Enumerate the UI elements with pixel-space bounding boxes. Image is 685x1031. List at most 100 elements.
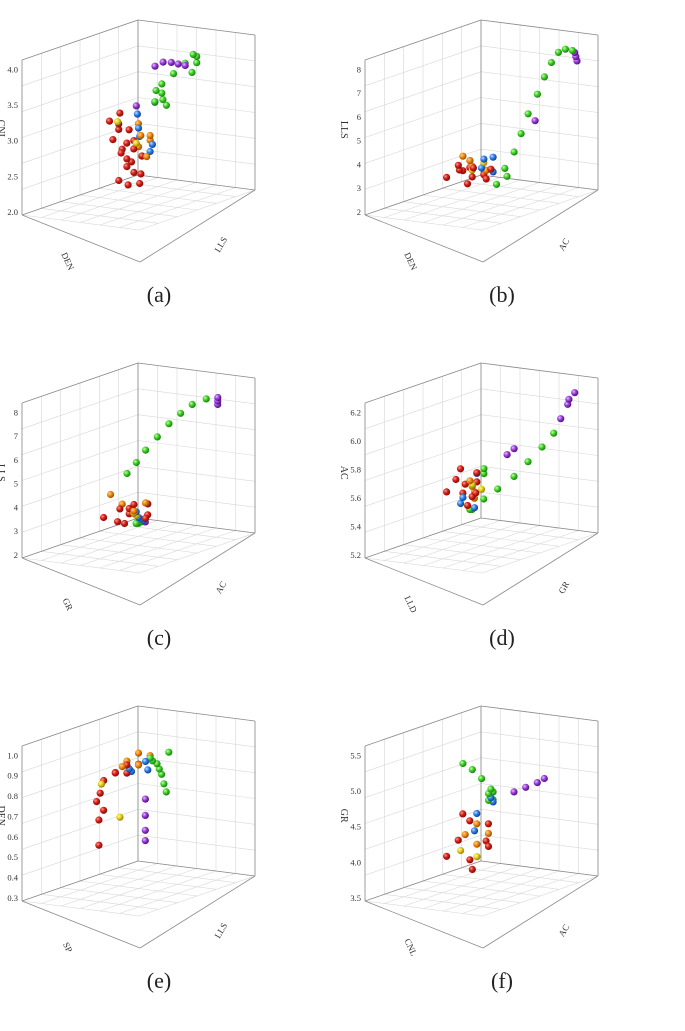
data-point xyxy=(123,139,131,147)
data-point xyxy=(533,90,541,98)
grid-f xyxy=(364,705,599,917)
data-point xyxy=(167,58,175,66)
data-point xyxy=(468,173,476,181)
z-tick-label: 5.5 xyxy=(350,750,361,760)
z-tick-label: 7 xyxy=(357,88,361,98)
panel-b: 2 3 4 5 6 7 8 LLS DEN AC (b) xyxy=(338,19,599,307)
data-point xyxy=(105,117,114,125)
z-tick-label: 0.6 xyxy=(7,832,18,842)
points-a xyxy=(105,50,201,189)
panel-caption: (f) xyxy=(491,968,513,993)
data-point xyxy=(130,507,138,515)
data-point xyxy=(454,836,462,844)
data-point xyxy=(466,157,474,165)
data-point xyxy=(134,124,143,132)
z-tick-label: 0.8 xyxy=(7,791,18,801)
data-point xyxy=(466,477,474,485)
data-point xyxy=(482,837,490,845)
data-point xyxy=(123,469,131,478)
z-tick-label: 5.8 xyxy=(350,464,361,474)
data-point xyxy=(159,58,167,66)
data-point xyxy=(151,62,159,70)
data-point xyxy=(124,181,132,189)
points-e xyxy=(93,748,173,849)
data-point xyxy=(482,175,490,183)
data-point xyxy=(137,131,145,140)
z-tick-label: 4 xyxy=(14,502,19,512)
data-point xyxy=(123,155,131,163)
data-point xyxy=(524,110,532,118)
panel-caption: (d) xyxy=(489,625,515,650)
data-point xyxy=(114,518,122,526)
y-axis-label: LLS xyxy=(213,235,230,254)
data-point xyxy=(118,763,126,771)
data-point xyxy=(151,98,159,106)
data-point xyxy=(136,179,144,188)
data-point xyxy=(95,816,103,824)
x-axis-label: CNL xyxy=(402,937,419,958)
data-point xyxy=(554,48,562,56)
y-axis-label: LLS xyxy=(213,921,230,940)
axes-frame-f xyxy=(364,705,599,949)
data-point xyxy=(550,429,558,437)
data-point xyxy=(454,161,462,169)
data-point xyxy=(484,829,492,837)
panel-f: 3.5 4.0 4.5 5.0 5.5 GR CNL AC (f) xyxy=(338,705,599,993)
data-point xyxy=(503,172,511,180)
data-point xyxy=(457,846,465,855)
data-point xyxy=(132,458,140,467)
data-point xyxy=(123,163,131,171)
data-point xyxy=(457,499,465,508)
data-point xyxy=(463,180,472,188)
data-point xyxy=(459,810,467,818)
z-tick-label: 4.0 xyxy=(350,857,361,867)
data-point xyxy=(95,841,103,849)
data-point xyxy=(461,831,469,839)
z-tick-label: 8 xyxy=(357,64,361,74)
data-point xyxy=(473,809,481,818)
data-point xyxy=(141,499,150,507)
data-point xyxy=(141,514,150,522)
data-point xyxy=(459,152,467,160)
z-axis-label: CNL xyxy=(0,120,6,140)
data-point xyxy=(468,766,476,774)
data-point xyxy=(174,60,182,68)
axes-frame-e xyxy=(21,705,256,949)
data-point xyxy=(141,811,149,819)
data-point xyxy=(133,110,141,118)
data-point xyxy=(130,500,138,509)
data-point xyxy=(165,420,173,428)
data-point xyxy=(484,820,492,828)
z-tick-label: 5.2 xyxy=(350,550,361,560)
data-point xyxy=(188,400,196,408)
data-point xyxy=(459,493,467,502)
data-point xyxy=(510,788,518,796)
grid-c xyxy=(21,362,256,574)
z-tick-label: 5.0 xyxy=(350,786,361,796)
data-point xyxy=(501,164,509,172)
data-point xyxy=(159,96,167,104)
data-point xyxy=(456,465,465,473)
data-point xyxy=(153,433,161,441)
y-axis-label: AC xyxy=(556,237,571,253)
z-tick-label: 5 xyxy=(14,479,18,489)
data-point xyxy=(132,519,140,527)
data-point xyxy=(144,766,152,774)
data-point xyxy=(540,73,548,81)
x-axis-label: GR xyxy=(61,596,75,612)
data-point xyxy=(137,170,145,178)
data-point xyxy=(114,118,122,126)
data-point xyxy=(132,102,140,110)
z-tick-label: 7 xyxy=(14,431,18,441)
data-point xyxy=(494,485,502,493)
data-point xyxy=(116,813,124,821)
z-tick-label: 0.9 xyxy=(7,771,18,781)
z-tick-label: 6.2 xyxy=(350,407,361,417)
data-point xyxy=(480,465,488,473)
data-point xyxy=(181,61,189,70)
z-axis-label: LLS xyxy=(0,464,6,482)
data-point xyxy=(464,501,472,510)
data-point xyxy=(146,147,154,156)
data-point xyxy=(466,856,474,864)
data-point xyxy=(571,389,579,397)
